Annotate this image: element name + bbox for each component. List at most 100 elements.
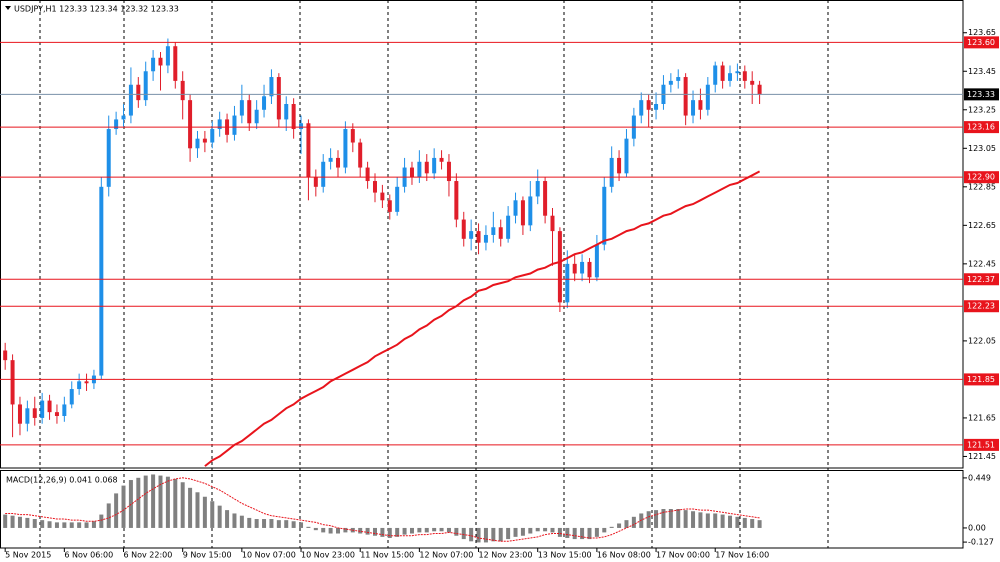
- candle-body: [47, 400, 52, 413]
- macd-bar: [202, 496, 207, 528]
- candle-body: [387, 200, 392, 212]
- macd-bar: [291, 521, 296, 528]
- macd-bar: [32, 519, 37, 528]
- candle-body: [313, 177, 318, 187]
- macd-bar: [446, 527, 451, 533]
- candle-body: [720, 65, 725, 81]
- level-label: 122.90: [967, 173, 995, 182]
- macd-bar: [358, 527, 363, 534]
- x-tick-label: 12 Nov 23:00: [479, 551, 533, 560]
- macd-bar: [225, 510, 230, 528]
- level-label-box: [964, 273, 999, 286]
- macd-bar: [476, 527, 481, 543]
- x-tick-label: 10 Nov 07:00: [242, 551, 296, 560]
- macd-bar: [402, 527, 407, 535]
- candle-body: [195, 138, 200, 149]
- candle-body: [750, 80, 755, 85]
- x-tick-label: 6 Nov 06:00: [64, 551, 113, 560]
- macd-bar: [387, 527, 392, 538]
- macd-bar: [461, 527, 466, 540]
- candle-body: [210, 129, 215, 143]
- candle-body: [247, 100, 252, 124]
- macd-bar: [328, 527, 333, 534]
- macd-bar: [683, 510, 688, 528]
- y-tick-label: 121.45: [968, 452, 996, 461]
- level-label-box: [964, 36, 999, 49]
- macd-bar: [483, 527, 488, 543]
- macd-bar: [513, 527, 518, 537]
- level-label: 122.37: [967, 275, 995, 284]
- macd-bar: [121, 485, 126, 528]
- candle-body: [173, 46, 178, 81]
- last-price-label: 123.33: [967, 90, 995, 99]
- candle-body: [439, 157, 444, 162]
- level-label-box: [964, 300, 999, 313]
- candle-body: [17, 404, 22, 424]
- candle-body: [380, 192, 385, 201]
- macd-bar: [77, 522, 82, 528]
- macd-bar: [143, 475, 148, 528]
- macd-bar: [158, 475, 163, 528]
- macd-bar: [654, 510, 659, 528]
- macd-bar: [262, 519, 267, 528]
- candle-body: [580, 261, 585, 274]
- macd-bar: [617, 523, 622, 528]
- candle-body: [165, 46, 170, 66]
- macd-bar: [550, 527, 555, 533]
- macd-bar: [624, 520, 629, 528]
- macd-bar: [284, 520, 289, 528]
- macd-bar: [750, 519, 755, 528]
- candle-body: [676, 77, 681, 81]
- macd-title: MACD(12,26,9) 0.041 0.068: [6, 476, 118, 485]
- macd-bar: [254, 519, 259, 528]
- macd-bar: [535, 527, 540, 532]
- level-label: 123.16: [967, 123, 995, 132]
- macd-bar: [424, 527, 429, 533]
- macd-bar: [661, 509, 666, 528]
- candle-body: [232, 115, 237, 135]
- level-label-box: [964, 373, 999, 386]
- macd-bar: [17, 516, 22, 528]
- level-label: 121.85: [967, 375, 995, 384]
- candle-body: [306, 123, 311, 178]
- macd-bar: [668, 509, 673, 528]
- macd-bar: [720, 514, 725, 528]
- candle-body: [506, 215, 511, 239]
- chart-title: USDJPY,H1 123.33 123.34 123.32 123.33: [14, 5, 179, 14]
- macd-bar: [165, 476, 170, 528]
- x-tick-label: 9 Nov 15:00: [183, 551, 232, 560]
- y-tick-label: 0.449: [968, 473, 991, 482]
- candle-body: [365, 167, 370, 182]
- candle-body: [84, 381, 89, 384]
- candle-body: [476, 231, 481, 243]
- macd-bar: [543, 527, 548, 532]
- macd-bar: [54, 522, 59, 528]
- candle-body: [151, 57, 156, 72]
- macd-bar: [757, 520, 762, 528]
- macd-bar: [25, 517, 30, 528]
- candle-body: [254, 109, 259, 124]
- symbol-menu-icon[interactable]: [5, 6, 11, 10]
- candle-body: [336, 157, 341, 168]
- candle-body: [136, 84, 141, 101]
- candle-body: [158, 57, 163, 66]
- candle-body: [202, 138, 207, 143]
- candle-body: [609, 157, 614, 187]
- candle-body: [646, 100, 651, 110]
- candle-body: [121, 115, 126, 120]
- macd-bar: [299, 522, 304, 528]
- macd-bar: [47, 521, 52, 528]
- y-tick-label: 122.85: [968, 182, 996, 191]
- y-tick-label: 0.00: [968, 523, 986, 532]
- candle-body: [557, 231, 562, 303]
- y-tick-label: 122.45: [968, 259, 996, 268]
- candle-body: [543, 181, 548, 216]
- x-tick-label: 16 Nov 08:00: [597, 551, 651, 560]
- last-price-box: [964, 88, 999, 101]
- macd-bar: [609, 526, 614, 528]
- candle-body: [262, 96, 267, 110]
- main-frame: [0, 0, 964, 469]
- macd-bar: [580, 527, 585, 540]
- candle-body: [284, 104, 289, 120]
